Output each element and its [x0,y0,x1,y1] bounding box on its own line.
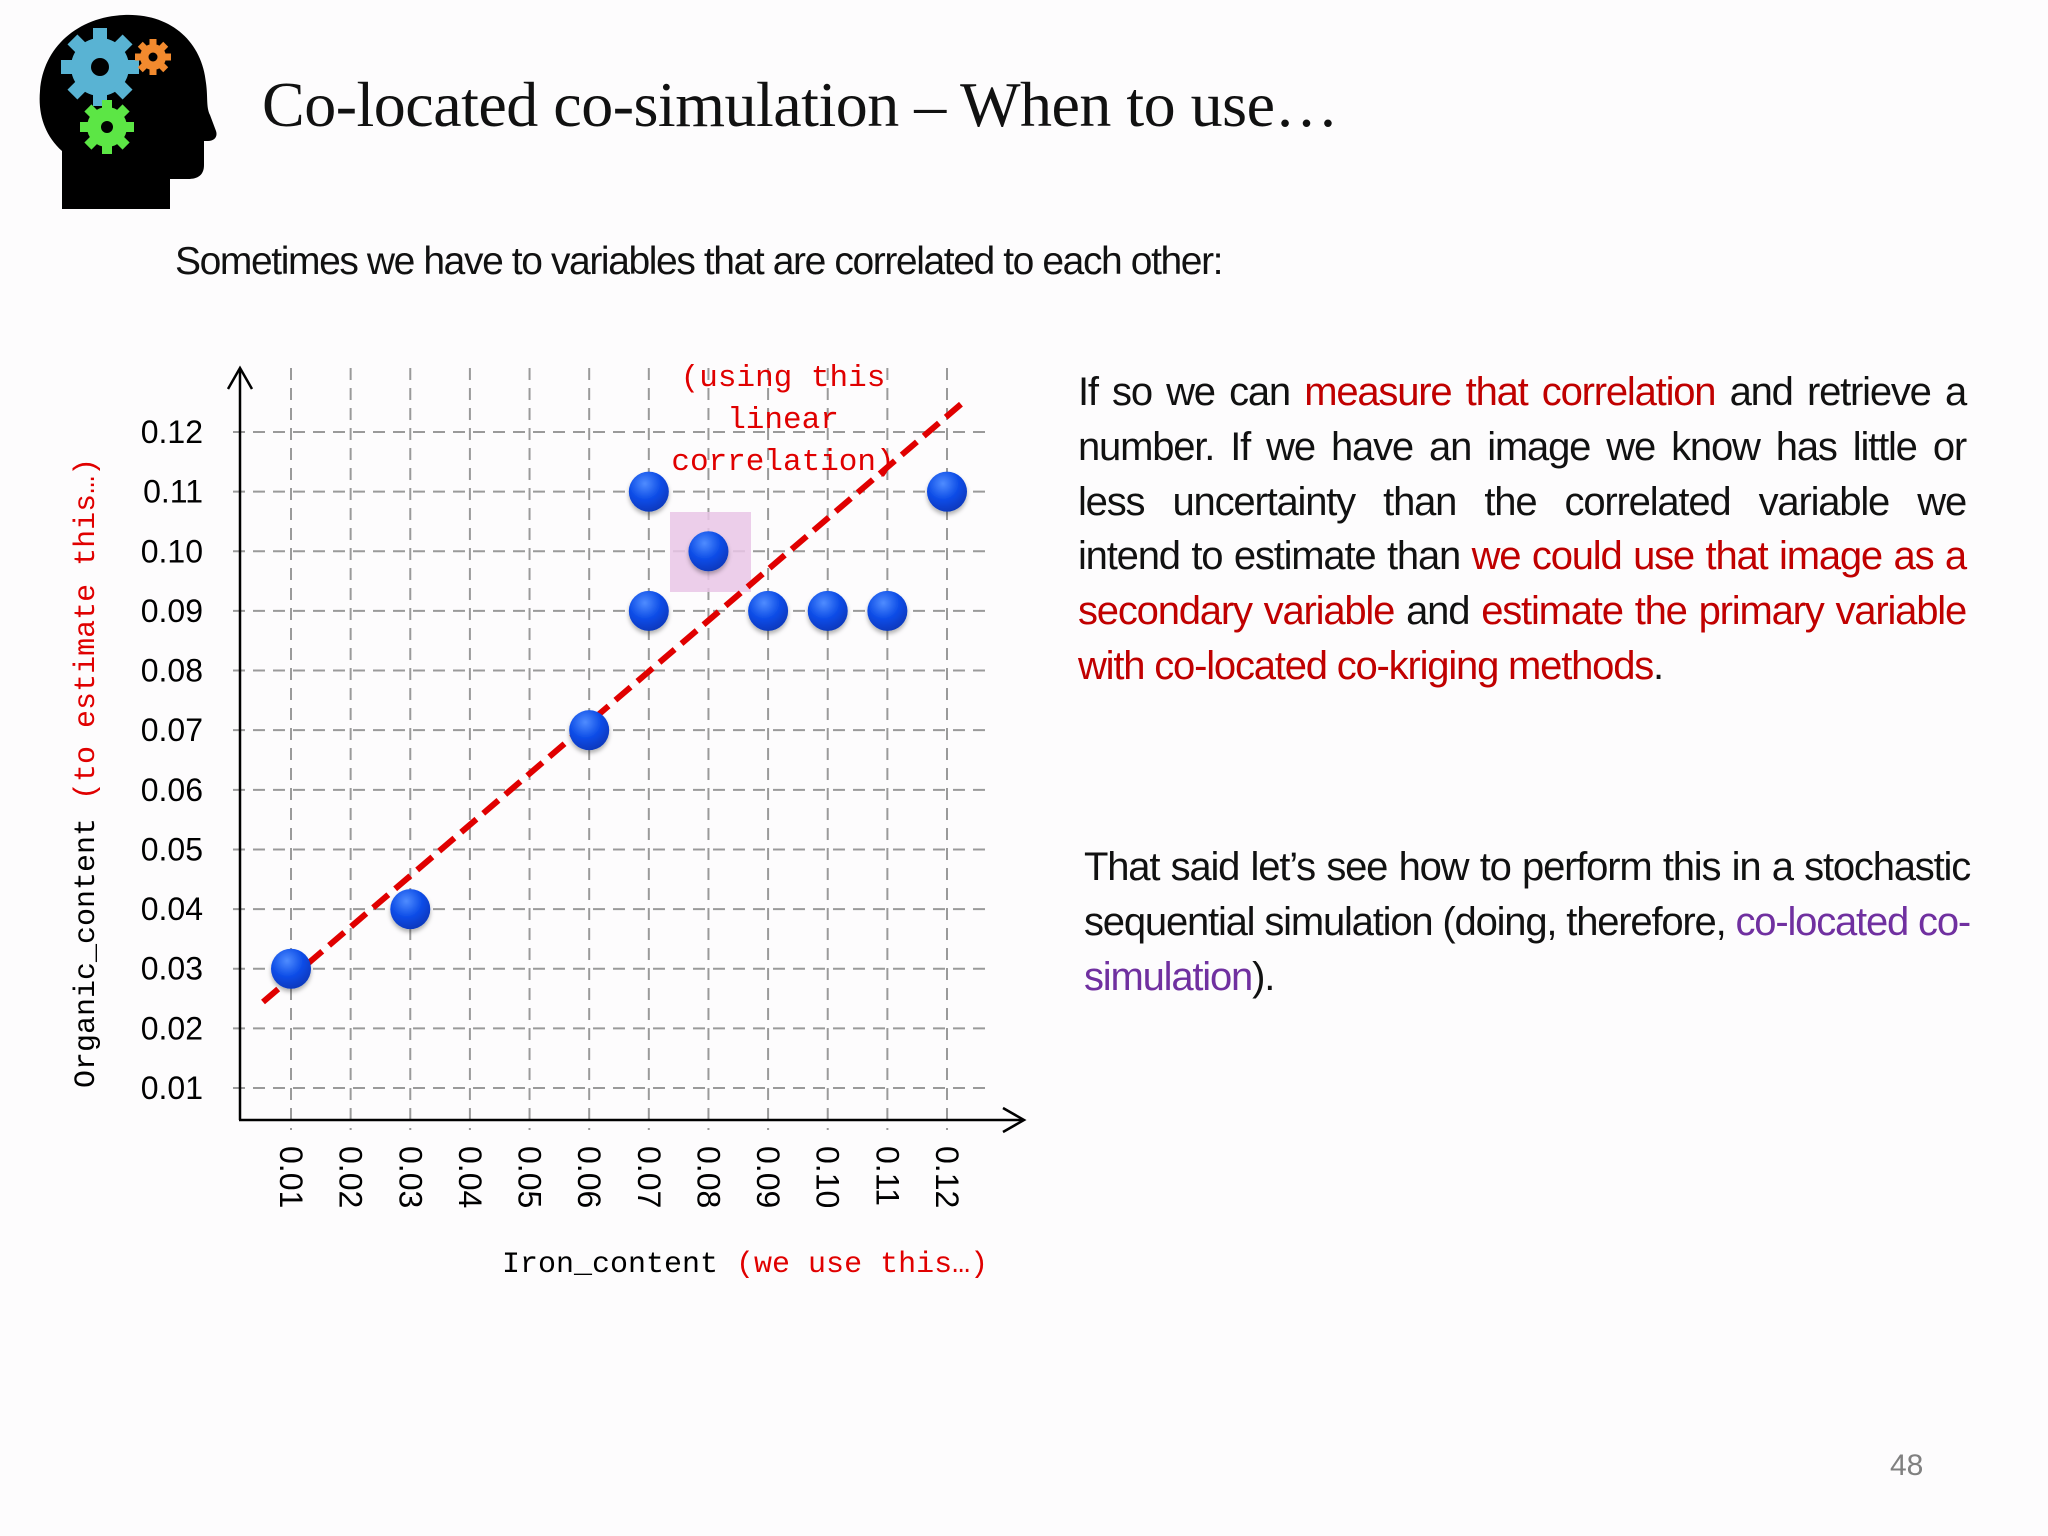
text-segment: If so we can [1078,370,1305,414]
y-axis [226,365,254,1120]
x-tick-label: 0.12 [929,1146,965,1208]
y-tick-label: 0.04 [141,891,203,927]
explanation-paragraph: If so we can measure that correlation an… [1078,365,1967,694]
x-tick-label: 0.05 [512,1146,548,1208]
data-point [748,590,789,631]
page-number: 48 [1890,1449,1924,1482]
x-axis-label: Iron_content (we use this…) [502,1248,988,1282]
x-tick-label: 0.02 [333,1146,369,1208]
x-tick-label: 0.07 [631,1146,667,1208]
text-segment: and [1394,589,1482,634]
x-tick-label: 0.09 [750,1146,786,1208]
x-tick-label: 0.01 [273,1146,309,1208]
y-tick-label: 0.10 [141,533,203,569]
y-tick-label: 0.08 [141,653,203,689]
data-point [390,889,431,930]
text-segment: ). [1252,954,1275,999]
y-axis-label: Organic_content(to estimate this…) [70,458,104,1088]
next-step-paragraph: That said let’s see how to perform this … [1084,840,1971,1004]
x-tick-label: 0.03 [392,1146,428,1208]
data-point [927,471,967,512]
data-point-highlighted [688,531,729,572]
blue-gear-icon [61,28,139,106]
y-tick-label: 0.05 [141,831,203,867]
head-with-gears-icon [39,14,217,210]
x-tick-labels: 0.01 0.02 0.03 0.04 0.05 0.06 0.07 0.08 0.09 0.10… [273,1146,965,1208]
x-tick-label: 0.08 [690,1146,726,1208]
text-segment: estimate the primary variable with co-lo… [1078,589,1967,688]
y-tick-label: 0.09 [141,593,203,629]
y-tick-labels: 0.01 0.02 0.03 0.04 0.05 0.06 0.07 0.08 0.09 0.10… [141,414,203,1106]
x-axis [239,1106,1027,1134]
y-tick-label: 0.07 [141,712,203,748]
slide-title: Co-located co-simulation – When to use… [262,69,1338,140]
text-segment: we could use that image as a secondary v… [1078,534,1967,634]
x-tick-label: 0.11 [869,1146,905,1206]
trend-annotation: (using this linear correlation) [671,361,894,480]
grid-vertical [290,368,948,1130]
text-segment: That said let’s see how to perform this … [1084,845,1971,944]
slide-subtitle: Sometimes we have to variables that are … [175,240,1224,283]
data-point [271,948,311,989]
scatter-chart: 0.01 0.02 0.03 0.04 0.05 0.06 0.07 0.08 0.09 0.10… [70,361,1027,1282]
text-segment: co-located co-simulation [1084,899,1971,999]
x-tick-label: 0.04 [452,1146,488,1208]
data-point [569,710,610,751]
x-tick-label: 0.06 [571,1146,607,1208]
y-tick-label: 0.01 [141,1070,203,1106]
data-points [271,471,967,989]
data-point [628,590,669,631]
text-segment: and retrieve a number. If we have an ima… [1078,370,1967,579]
text-segment: measure that correlation [1304,370,1716,414]
text-segment: . [1653,643,1664,688]
data-point [628,471,669,512]
y-tick-label: 0.12 [141,414,203,450]
y-tick-label: 0.06 [141,772,203,808]
y-tick-label: 0.11 [143,474,203,510]
trend-line [261,396,969,1005]
y-tick-label: 0.03 [141,951,203,987]
x-tick-label: 0.10 [810,1146,846,1208]
y-tick-label: 0.02 [141,1010,203,1046]
data-point [867,590,908,631]
grid-horizontal [233,431,992,1089]
data-point [807,590,848,631]
